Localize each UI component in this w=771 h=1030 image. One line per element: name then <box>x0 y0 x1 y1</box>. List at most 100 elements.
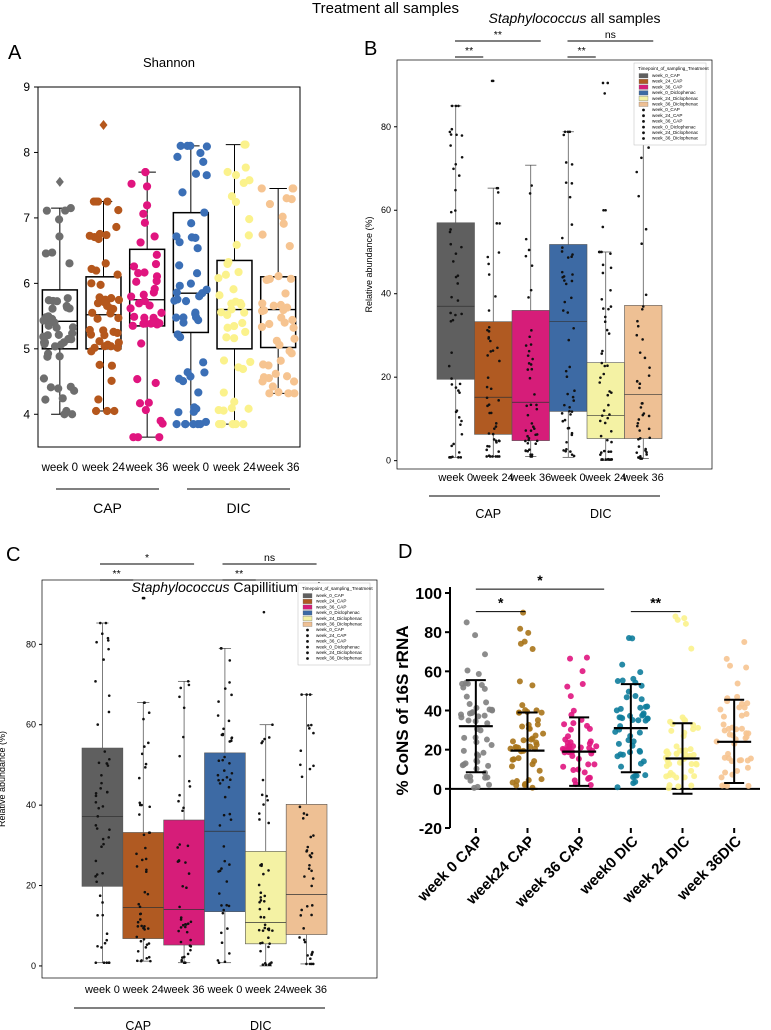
data-point <box>46 383 55 392</box>
data-point <box>194 388 203 397</box>
data-point <box>638 696 645 703</box>
data-point <box>566 130 570 134</box>
data-point <box>609 430 613 433</box>
data-point <box>181 419 190 429</box>
data-point <box>449 456 453 459</box>
data-point <box>303 875 306 878</box>
data-point <box>176 846 179 849</box>
data-point <box>138 912 142 916</box>
data-point <box>101 805 105 808</box>
legend-swatch <box>302 610 313 616</box>
data-point <box>241 140 250 149</box>
data-point <box>263 923 267 927</box>
x-tick-label: week 36 <box>509 472 551 484</box>
data-point <box>610 391 613 394</box>
data-point <box>641 305 645 308</box>
legend-swatch <box>302 604 313 610</box>
data-point <box>581 769 588 776</box>
data-point <box>613 707 620 714</box>
data-point <box>457 104 460 108</box>
data-point <box>196 419 205 429</box>
data-point <box>39 374 49 383</box>
data-point <box>93 314 102 323</box>
x-tick-label: week 36 <box>256 462 300 474</box>
data-point <box>241 327 250 337</box>
data-point <box>179 926 183 929</box>
data-point <box>172 288 181 297</box>
data-point <box>217 759 221 763</box>
data-point <box>452 167 455 171</box>
data-point <box>179 940 183 944</box>
data-point <box>486 354 489 357</box>
data-point <box>135 865 139 868</box>
legend-swatch <box>638 101 649 107</box>
legend: Timepoint_of_sampling_Treatment week_0_CA… <box>297 582 373 666</box>
data-point <box>152 250 161 259</box>
data-point <box>128 321 137 330</box>
legend-entry: week_36_CAP <box>316 639 346 644</box>
data-point <box>527 296 530 299</box>
data-point <box>95 640 98 644</box>
data-point <box>566 311 570 314</box>
data-point <box>229 739 233 743</box>
data-point <box>681 615 688 622</box>
data-point <box>449 144 452 147</box>
data-point <box>133 375 142 384</box>
data-point <box>562 449 565 452</box>
legend-swatch <box>302 593 313 599</box>
data-point <box>147 942 151 945</box>
data-point <box>448 230 452 234</box>
significance-label: ** <box>465 45 473 57</box>
data-point <box>305 813 309 817</box>
data-point <box>602 372 606 376</box>
data-point <box>66 203 75 213</box>
data-point <box>222 333 231 342</box>
data-point <box>745 782 752 789</box>
data-point <box>484 774 491 781</box>
data-point <box>100 946 103 949</box>
data-point <box>113 343 122 352</box>
data-point <box>570 279 574 283</box>
data-point <box>602 449 606 453</box>
data-point <box>177 799 180 803</box>
data-point <box>540 730 547 737</box>
data-point <box>524 429 528 432</box>
data-point <box>455 133 458 137</box>
data-point <box>218 824 222 827</box>
data-point <box>527 438 530 442</box>
data-point <box>736 704 743 711</box>
data-point <box>261 941 264 945</box>
data-point <box>181 956 184 959</box>
data-point <box>570 163 574 166</box>
legend-entry: week_24_CAP <box>316 599 346 604</box>
box <box>436 222 475 380</box>
data-point <box>564 282 568 286</box>
data-point <box>598 419 602 423</box>
data-point <box>495 222 499 225</box>
box <box>163 819 205 946</box>
data-point <box>632 778 639 785</box>
data-point <box>452 260 455 263</box>
data-point <box>141 167 150 177</box>
plot-frame <box>41 579 378 979</box>
data-point <box>93 197 103 206</box>
data-point <box>137 339 146 348</box>
data-point <box>175 281 184 290</box>
data-point <box>257 812 261 815</box>
data-point <box>114 295 124 305</box>
data-point <box>528 736 535 743</box>
data-point <box>498 222 501 225</box>
data-point <box>647 427 651 431</box>
legend-entry: week_36_CAP <box>652 119 682 124</box>
data-point <box>463 619 470 626</box>
data-point <box>267 821 270 825</box>
data-point <box>663 773 670 780</box>
data-point <box>262 899 266 903</box>
data-point <box>570 223 574 226</box>
data-point <box>199 358 208 367</box>
data-point <box>524 237 528 241</box>
data-point <box>108 757 111 761</box>
data-point <box>262 916 266 919</box>
y-tick-label: 60 <box>424 664 442 681</box>
data-point <box>85 325 94 335</box>
